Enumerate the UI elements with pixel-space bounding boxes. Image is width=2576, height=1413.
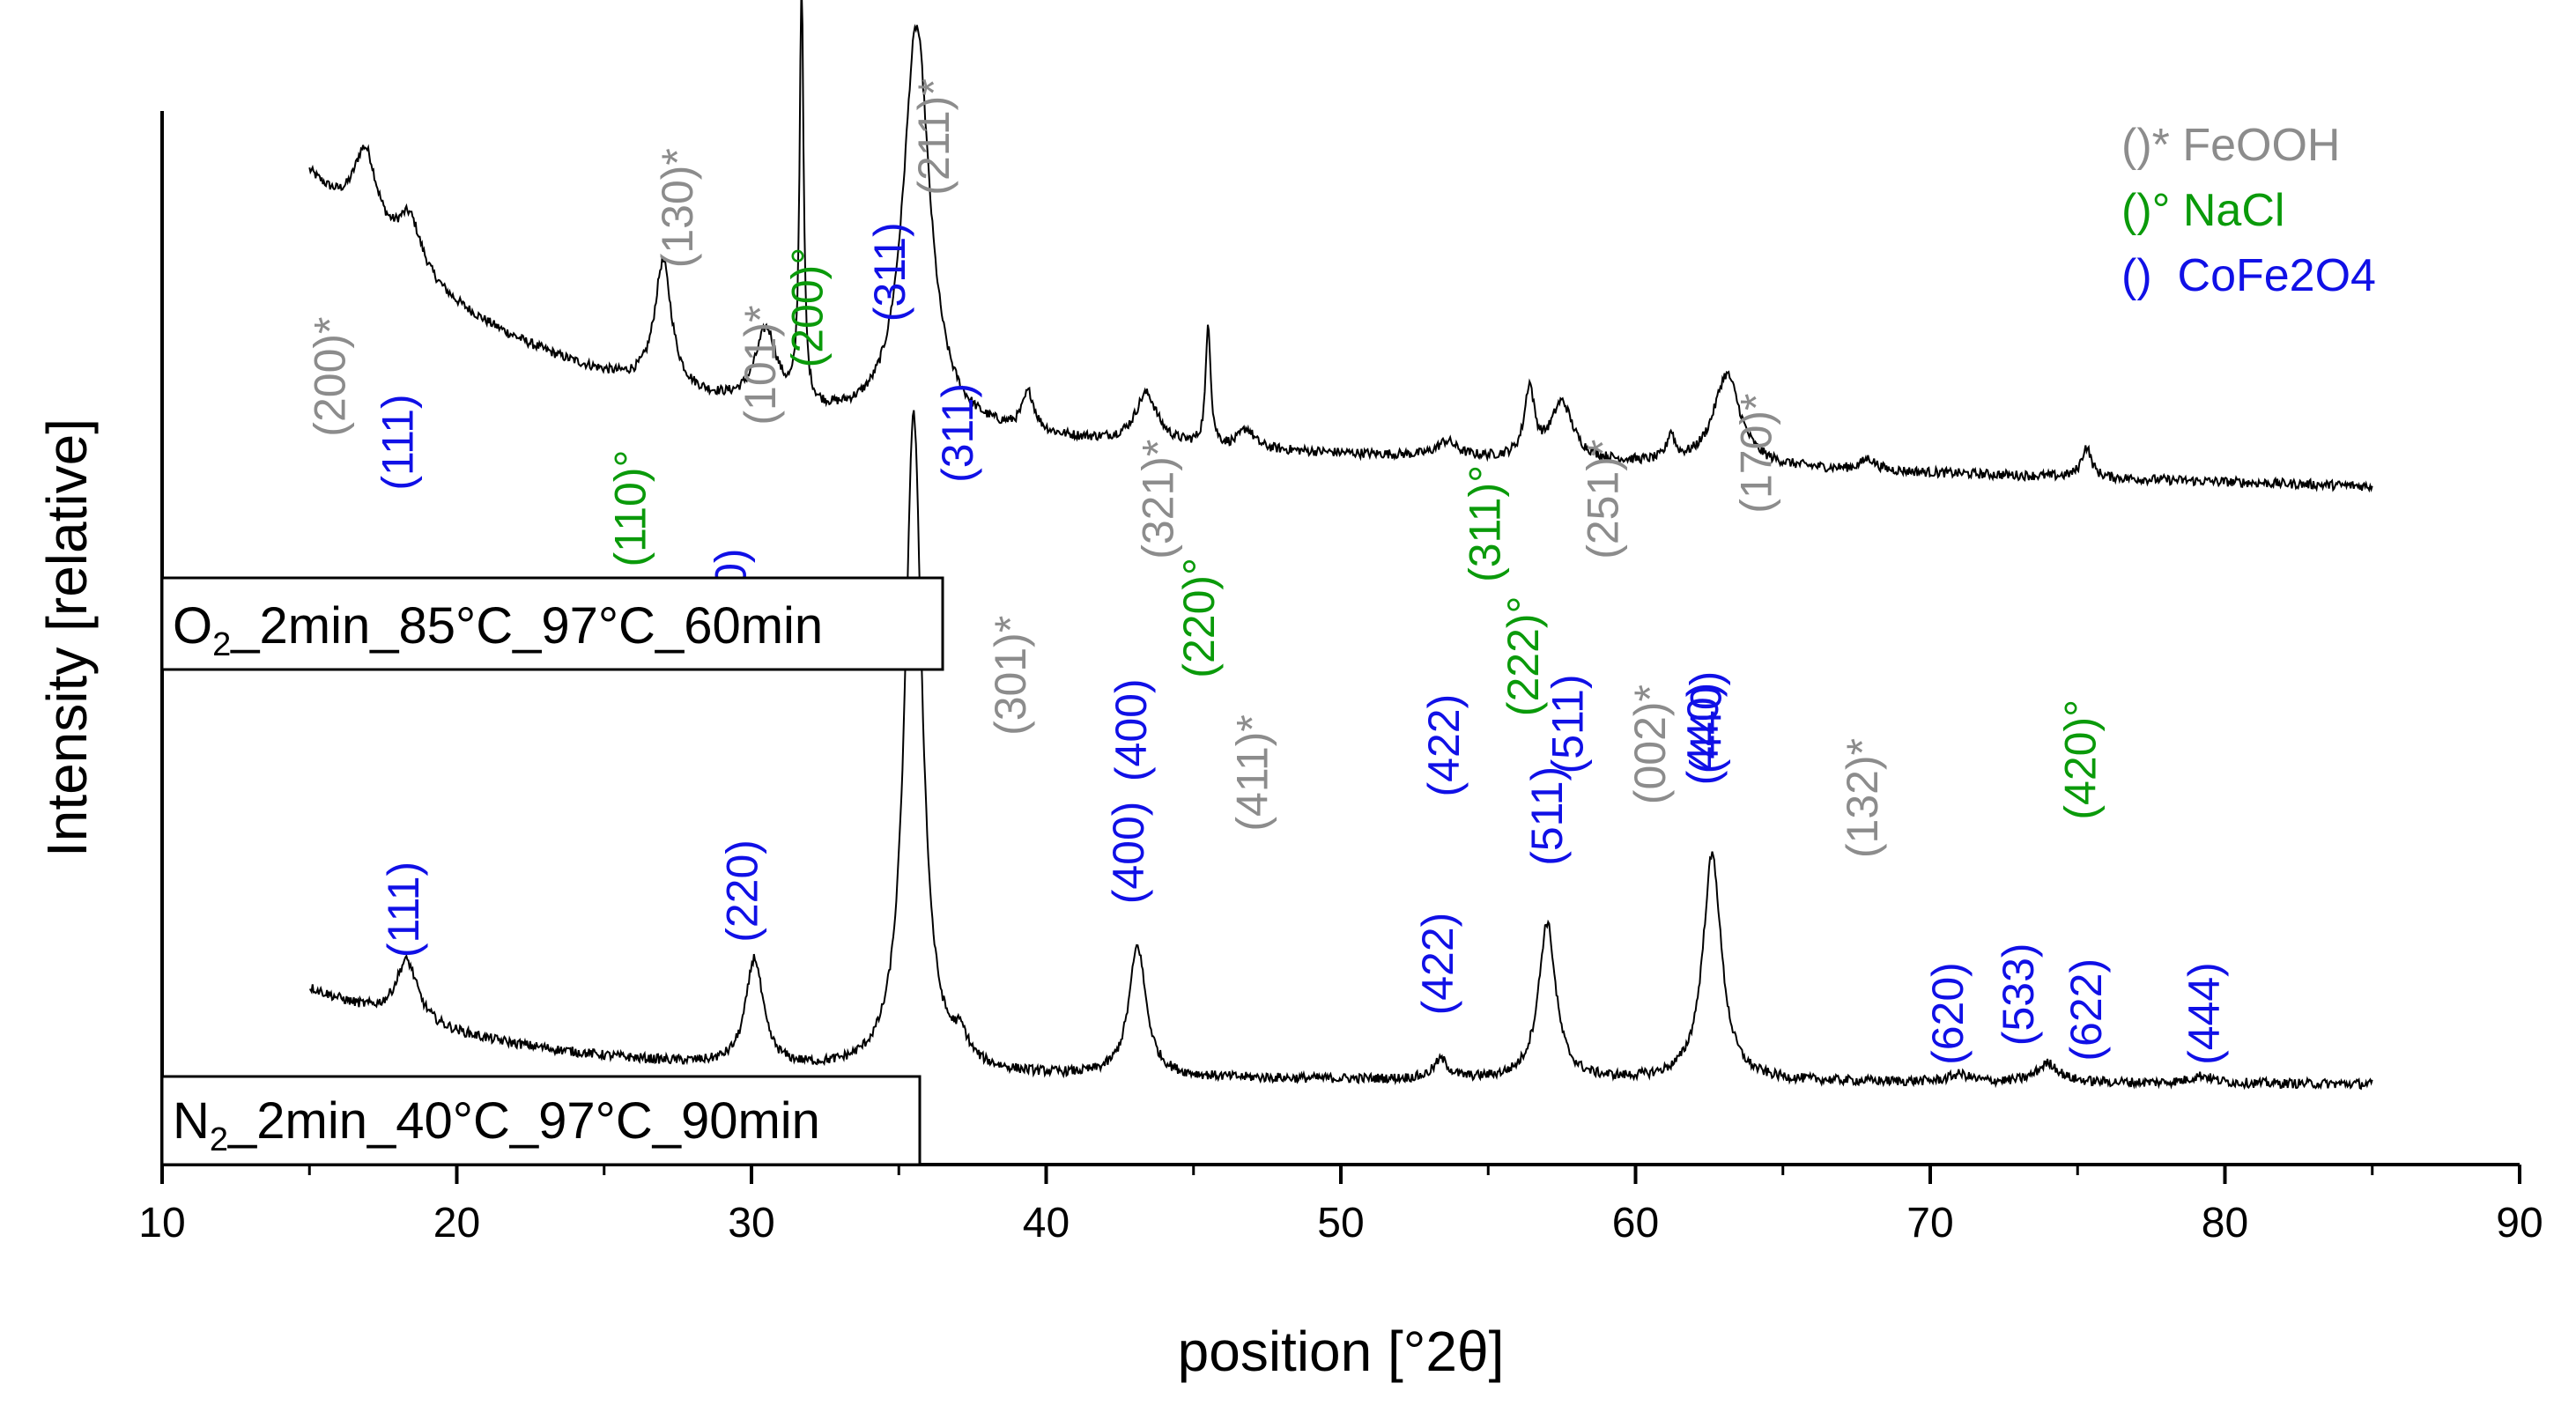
peak-label: (422) xyxy=(1419,694,1469,797)
x-tick-label-10: 10 xyxy=(138,1200,185,1247)
peak-label: (170)* xyxy=(1731,394,1780,514)
peak-label: (422) xyxy=(1413,913,1462,1016)
sample-label-o2-rest: _2min_85°C_97°C_60min xyxy=(230,597,823,655)
peak-label: (420)° xyxy=(2055,699,2105,820)
series-line-n2 xyxy=(309,410,2373,1091)
peak-label: (211)* xyxy=(909,78,959,195)
x-tick-label-30: 30 xyxy=(728,1200,774,1247)
peak-label: (132)* xyxy=(1838,738,1887,858)
peak-label: (200)° xyxy=(782,248,832,368)
peak-label: (400) xyxy=(1104,802,1153,905)
y-axis-title: Intensity [relative] xyxy=(35,418,99,857)
svg-text:N2_2min_40°C_97°C_90min: N2_2min_40°C_97°C_90min xyxy=(173,1092,820,1158)
peak-label: (251)* xyxy=(1578,440,1627,559)
peak-label: (511) xyxy=(1522,766,1572,866)
x-tick-label-60: 60 xyxy=(1612,1200,1659,1247)
x-tick-label-70: 70 xyxy=(1906,1200,1953,1247)
peak-label: (002)* xyxy=(1625,684,1675,804)
peak-label: (311) xyxy=(933,383,982,483)
peak-label: (220) xyxy=(718,840,767,943)
legend-entry-cofe2o4: () CoFe2O4 xyxy=(2121,250,2376,301)
peak-label: (222)° xyxy=(1499,596,1548,716)
peak-label: (321)* xyxy=(1133,440,1182,559)
peak-label: (301)* xyxy=(986,616,1035,736)
peak-label: (111) xyxy=(373,394,422,490)
sample-label-n2-rest: _2min_40°C_97°C_90min xyxy=(227,1092,820,1150)
x-axis-ticks: 10 20 30 40 50 60 70 80 90 xyxy=(138,1165,2543,1247)
x-tick-label-90: 90 xyxy=(2496,1200,2543,1247)
sample-label-o2-main: O xyxy=(173,597,212,655)
x-axis-title: position [°2θ] xyxy=(1178,1320,1505,1383)
plot-lines xyxy=(308,0,2373,1091)
x-tick-label-40: 40 xyxy=(1023,1200,1070,1247)
x-tick-label-50: 50 xyxy=(1317,1200,1364,1247)
peak-label: (533) xyxy=(1994,943,2043,1046)
peak-label: (220)° xyxy=(1174,558,1224,678)
sample-label-n2-sub: 2 xyxy=(210,1121,228,1158)
svg-text:O2_2min_85°C_97°C_60min: O2_2min_85°C_97°C_60min xyxy=(173,597,823,663)
sample-label-o2-sub: 2 xyxy=(212,626,231,663)
peak-label: (400) xyxy=(1107,678,1156,781)
x-tick-label-20: 20 xyxy=(433,1200,480,1247)
peak-label: (200)* xyxy=(305,317,354,437)
peak-label: (101)* xyxy=(736,305,785,425)
peak-label: (511) xyxy=(1543,674,1592,773)
legend-entry-feooh: ()* FeOOH xyxy=(2121,120,2340,171)
peak-label: (110)° xyxy=(606,449,655,566)
peak-label: (444) xyxy=(2180,962,2229,1065)
sample-label-o2: O2_2min_85°C_97°C_60min xyxy=(160,576,944,671)
peak-label: (411)* xyxy=(1227,714,1277,831)
x-tick-label-80: 80 xyxy=(2202,1200,2248,1247)
peak-label: (311)° xyxy=(1461,465,1510,582)
peak-label: (311) xyxy=(865,222,914,322)
series-line-o2 xyxy=(308,0,2373,493)
peak-label: (440) xyxy=(1682,671,1731,774)
peak-label: (620) xyxy=(1923,962,1973,1065)
legend-entry-nacl: ()° NaCl xyxy=(2121,185,2284,236)
peak-label: (622) xyxy=(2062,958,2111,1062)
sample-label-n2: N2_2min_40°C_97°C_90min xyxy=(160,1075,922,1166)
peak-label: (111) xyxy=(379,862,428,958)
peak-annotations: (200)* (111) (110)° (130)* (220) (101)*(200)°… xyxy=(305,78,2228,1065)
peak-label: (130)* xyxy=(653,148,702,268)
peak-label: (440) xyxy=(1678,683,1728,786)
legend: ()* FeOOH ()° NaCl () CoFe2O4 xyxy=(2121,120,2376,301)
sample-label-n2-main: N xyxy=(173,1092,210,1150)
